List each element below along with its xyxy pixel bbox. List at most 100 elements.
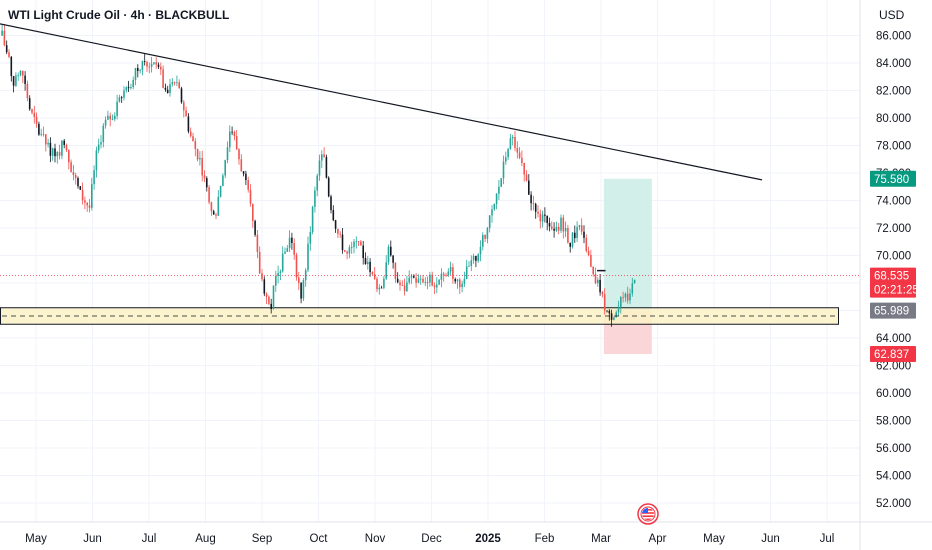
candle	[468, 261, 470, 267]
candle	[314, 186, 316, 213]
candle	[551, 221, 553, 231]
candle	[422, 274, 424, 284]
time-tick-label: 2025	[475, 533, 501, 545]
candle	[224, 159, 226, 179]
candle	[311, 205, 314, 235]
candle	[116, 94, 118, 120]
candle	[383, 276, 385, 290]
candle	[516, 141, 519, 159]
candle	[146, 60, 148, 72]
candle	[240, 154, 243, 172]
candle	[31, 108, 33, 115]
candle	[491, 205, 493, 223]
candle	[17, 72, 19, 81]
current-price-badge-value: 68.535	[874, 271, 909, 283]
time-tick-label: Oct	[310, 533, 329, 545]
candle	[431, 271, 433, 287]
candle	[337, 228, 339, 239]
candle	[171, 77, 174, 87]
candle	[454, 277, 456, 284]
candle	[323, 147, 325, 158]
candle	[155, 57, 157, 69]
candle	[291, 232, 293, 250]
candle	[242, 171, 245, 177]
price-tick-label: 86.000	[876, 31, 911, 43]
candle	[360, 239, 362, 246]
candle	[263, 276, 266, 297]
candle	[557, 222, 560, 235]
time-tick-label: Dec	[421, 533, 442, 545]
candle	[222, 173, 224, 187]
candle	[523, 162, 525, 182]
candle	[571, 231, 574, 249]
candle	[367, 256, 369, 270]
us-flag-icon[interactable]	[637, 503, 659, 525]
candle	[58, 144, 61, 160]
candle	[507, 147, 509, 161]
candle	[111, 114, 114, 121]
candle	[134, 67, 137, 86]
candle	[307, 236, 309, 273]
candle	[74, 172, 77, 185]
currency-label: USD	[879, 8, 905, 22]
candle	[132, 76, 134, 90]
candle	[68, 149, 70, 170]
candle	[576, 221, 578, 242]
price-tick-label: 72.000	[876, 223, 911, 235]
candle	[217, 190, 220, 217]
candle	[54, 143, 56, 163]
price-axis[interactable]: 86.00084.00082.00080.00078.00076.00074.0…	[876, 31, 911, 511]
candle	[210, 201, 213, 216]
candle	[608, 309, 611, 321]
candle	[318, 154, 321, 181]
candle	[100, 135, 102, 149]
candle	[231, 126, 233, 136]
candle	[141, 60, 144, 76]
candle	[302, 277, 305, 302]
candle	[235, 129, 238, 150]
target-price-badge-value: 75.580	[874, 174, 909, 186]
candle	[479, 240, 482, 262]
candle	[226, 141, 229, 164]
candle	[143, 53, 146, 66]
candle	[429, 271, 431, 287]
candle	[334, 219, 337, 233]
candle	[459, 277, 461, 294]
time-tick-label: Nov	[365, 533, 386, 545]
candle	[192, 132, 194, 142]
candle	[249, 184, 252, 207]
price-tick-label: 58.000	[876, 416, 911, 428]
candle	[51, 147, 54, 161]
time-tick-label: May	[25, 533, 47, 545]
candle	[511, 134, 514, 146]
trendline[interactable]	[0, 23, 763, 181]
candle	[348, 244, 351, 259]
candle	[597, 277, 599, 287]
candle	[137, 64, 139, 78]
candle	[415, 273, 417, 288]
candle	[10, 56, 13, 82]
overlays	[0, 23, 860, 317]
candle	[12, 75, 15, 93]
candle	[590, 249, 592, 268]
time-axis[interactable]: May Jun Jul Aug Sep Oct Nov Dec 2025 Feb Mar Apr May…	[25, 533, 834, 545]
candle	[332, 205, 335, 222]
candle	[445, 272, 447, 277]
price-tick-label: 56.000	[876, 443, 911, 455]
candle	[518, 147, 521, 160]
candle	[555, 221, 558, 232]
time-tick-label: Jun	[83, 533, 102, 545]
candle	[247, 176, 249, 193]
candle	[316, 173, 318, 197]
candle	[603, 288, 606, 315]
candle	[362, 240, 364, 265]
candle	[456, 278, 459, 289]
candle	[219, 185, 222, 198]
candle	[537, 205, 539, 218]
price-tick-label: 60.000	[876, 388, 911, 400]
target-price-badge: 75.580	[870, 170, 916, 187]
candle	[229, 125, 231, 152]
candle	[288, 230, 291, 253]
candle	[488, 215, 491, 233]
